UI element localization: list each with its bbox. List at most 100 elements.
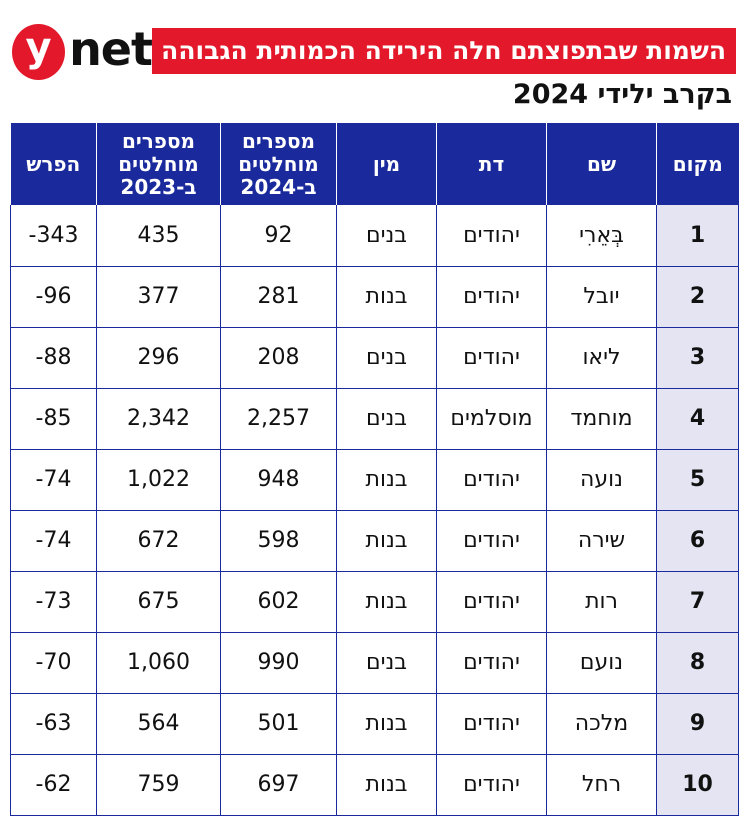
cell-religion: יהודים [436,205,547,267]
table-header-row: מקום שם דת מין מספרים מוחלטים ב-2024 מספ… [10,123,739,205]
column-header-name: שם [546,123,657,205]
cell-gender: בנות [336,754,437,816]
cell-rank: 6 [656,510,739,572]
cell-gender: בנים [336,632,437,694]
cell-count-2023: 675 [96,571,221,633]
cell-gender: בנות [336,510,437,572]
cell-religion: יהודים [436,449,547,511]
cell-name: מלכה [546,693,657,755]
cell-religion: יהודים [436,327,547,389]
cell-name: יובל [546,266,657,328]
cell-gender: בנות [336,571,437,633]
cell-count-2024: 208 [220,327,337,389]
cell-count-2024: 990 [220,632,337,694]
cell-difference: -96 [10,266,97,328]
column-header-count-2023-line1: מספרים [121,128,196,153]
column-header-rank: מקום [656,123,739,205]
cell-count-2023: 296 [96,327,221,389]
cell-count-2024: 281 [220,266,337,328]
cell-count-2024: 602 [220,571,337,633]
cell-gender: בנות [336,266,437,328]
cell-difference: -74 [10,510,97,572]
table-row: 4 מוחמד מוסלמים בנים 2,257 2,342 -85 [10,388,739,450]
names-decline-table: מקום שם דת מין מספרים מוחלטים ב-2024 מספ… [10,123,739,816]
cell-religion: יהודים [436,632,547,694]
cell-religion: יהודים [436,510,547,572]
cell-count-2023: 2,342 [96,388,221,450]
cell-difference: -62 [10,754,97,816]
table-row: 6 שירה יהודים בנות 598 672 -74 [10,510,739,572]
cell-count-2023: 672 [96,510,221,572]
cell-name: בְּאֵרִי [546,205,657,267]
column-header-count-2024-line2: מוחלטים [238,151,319,176]
table-row: 3 ליאו יהודים בנים 208 296 -88 [10,327,739,389]
cell-religion: יהודים [436,571,547,633]
cell-gender: בנים [336,205,437,267]
cell-count-2023: 435 [96,205,221,267]
cell-name: שירה [546,510,657,572]
cell-count-2023: 759 [96,754,221,816]
cell-count-2024: 501 [220,693,337,755]
table-row: 2 יובל יהודים בנות 281 377 -96 [10,266,739,328]
cell-gender: בנים [336,388,437,450]
cell-rank: 3 [656,327,739,389]
cell-count-2023: 564 [96,693,221,755]
cell-difference: -63 [10,693,97,755]
table-row: 5 נועה יהודים בנות 948 1,022 -74 [10,449,739,511]
cell-gender: בנות [336,449,437,511]
table-row: 1 בְּאֵרִי יהודים בנים 92 435 -343 [10,205,739,267]
cell-count-2023: 377 [96,266,221,328]
cell-difference: -70 [10,632,97,694]
cell-count-2024: 598 [220,510,337,572]
cell-count-2024: 948 [220,449,337,511]
cell-gender: בנים [336,327,437,389]
column-header-count-2024-line1: מספרים [241,128,316,153]
column-header-count-2023: מספרים מוחלטים ב-2023 [96,123,221,205]
column-header-count-2024: מספרים מוחלטים ב-2024 [220,123,337,205]
cell-religion: יהודים [436,266,547,328]
cell-count-2023: 1,060 [96,632,221,694]
table-row: 7 רות יהודים בנות 602 675 -73 [10,571,739,633]
cell-rank: 2 [656,266,739,328]
cell-count-2023: 1,022 [96,449,221,511]
cell-difference: -88 [10,327,97,389]
cell-gender: בנות [336,693,437,755]
column-header-count-2024-line3: ב-2024 [240,174,317,199]
column-header-count-2023-line3: ב-2023 [120,174,197,199]
cell-rank: 1 [656,205,739,267]
cell-difference: -73 [10,571,97,633]
cell-name: ליאו [546,327,657,389]
cell-religion: יהודים [436,754,547,816]
ynet-logo-text: net [69,22,153,76]
cell-rank: 4 [656,388,739,450]
table-row: 8 נועם יהודים בנים 990 1,060 -70 [10,632,739,694]
cell-difference: -85 [10,388,97,450]
cell-count-2024: 2,257 [220,388,337,450]
cell-rank: 9 [656,693,739,755]
cell-difference: -343 [10,205,97,267]
table-row: 10 רחל יהודים בנות 697 759 -62 [10,754,739,816]
column-header-gender: מין [336,123,437,205]
table-row: 9 מלכה יהודים בנות 501 564 -63 [10,693,739,755]
cell-rank: 8 [656,632,739,694]
cell-religion: יהודים [436,693,547,755]
column-header-count-2023-line2: מוחלטים [118,151,199,176]
cell-name: נועה [546,449,657,511]
column-header-religion: דת [436,123,547,205]
ynet-logo-circle: y [12,24,66,80]
cell-name: רחל [546,754,657,816]
cell-rank: 5 [656,449,739,511]
cell-rank: 10 [656,754,739,816]
cell-count-2024: 697 [220,754,337,816]
page-subtitle: בקרב ילידי 2024 [512,79,732,110]
ynet-logo: y net [12,22,153,80]
cell-difference: -74 [10,449,97,511]
cell-name: מוחמד [546,388,657,450]
cell-name: רות [546,571,657,633]
cell-rank: 7 [656,571,739,633]
page-title: השמות שבתפוצתם חלה הירידה הכמותית הגבוהה [152,28,736,74]
cell-religion: מוסלמים [436,388,547,450]
column-header-difference: הפרש [10,123,97,205]
cell-count-2024: 92 [220,205,337,267]
table-body: 1 בְּאֵרִי יהודים בנים 92 435 -343 2 יובל יהודים ב… [10,205,739,816]
